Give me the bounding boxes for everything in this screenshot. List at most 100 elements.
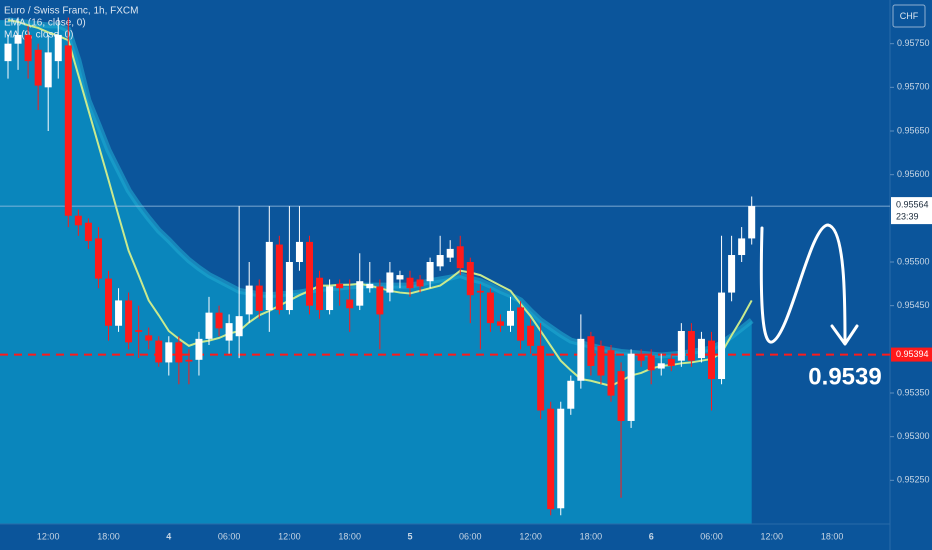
candle-body xyxy=(175,342,183,363)
candle-body xyxy=(667,358,675,366)
candle-body xyxy=(74,215,82,226)
candle-body xyxy=(195,338,203,360)
candle-body xyxy=(738,238,746,256)
candle-body xyxy=(24,34,32,62)
candle-body xyxy=(255,285,263,311)
candle-body xyxy=(225,323,233,341)
candle-body xyxy=(14,34,22,44)
candle-body xyxy=(627,353,635,421)
candle-body xyxy=(4,43,12,62)
candle-body xyxy=(205,312,213,339)
candle-body xyxy=(326,286,334,311)
candle-body xyxy=(185,359,193,362)
x-tick-label: 18:00 xyxy=(821,531,844,541)
candle-body xyxy=(728,255,736,293)
x-tick-label: 6 xyxy=(649,531,654,541)
candle-body xyxy=(54,34,62,62)
candle-body xyxy=(697,338,705,359)
hand-drawn-arrow xyxy=(759,223,847,344)
candle-body xyxy=(34,49,42,86)
candle-body xyxy=(115,300,123,326)
candle-body xyxy=(617,371,625,421)
candle-body xyxy=(64,45,72,216)
y-tick-label: 0.95650 xyxy=(897,125,930,135)
candle-body xyxy=(607,350,615,396)
y-tick-label: 0.95250 xyxy=(897,475,930,485)
y-tick-label: 0.95700 xyxy=(897,82,930,92)
x-tick-label: 06:00 xyxy=(700,531,723,541)
candle-body xyxy=(295,241,303,262)
candle-body xyxy=(145,335,153,341)
y-tick-label: 0.95300 xyxy=(897,431,930,441)
currency-label[interactable]: CHF xyxy=(900,11,919,21)
candle-body xyxy=(456,246,464,269)
y-tick-label: 0.95350 xyxy=(897,387,930,397)
candle-body xyxy=(567,380,575,409)
x-tick-label: 18:00 xyxy=(580,531,603,541)
candle-body xyxy=(84,222,92,242)
candle-body xyxy=(265,241,273,311)
candle-body xyxy=(587,336,595,366)
x-tick-label: 06:00 xyxy=(218,531,241,541)
candle-body xyxy=(336,283,344,289)
candle-body xyxy=(94,238,102,279)
candle-body xyxy=(376,286,384,315)
currency-button[interactable] xyxy=(892,4,926,28)
candle-body xyxy=(275,244,283,311)
candle-body xyxy=(677,330,685,361)
level-box xyxy=(891,347,932,362)
candle-body xyxy=(44,52,52,88)
arrow-head xyxy=(830,324,859,346)
last-price-box xyxy=(891,197,932,225)
y-tick-label: 0.95450 xyxy=(897,300,930,310)
last-price-label: 0.95564 xyxy=(896,199,929,209)
candle-body xyxy=(436,255,444,267)
x-tick-label: 12:00 xyxy=(761,531,784,541)
x-tick-label: 4 xyxy=(166,531,171,541)
candle-body xyxy=(466,262,474,296)
candle-body xyxy=(155,340,163,363)
candle-body xyxy=(687,330,695,361)
y-tick-label: 0.95500 xyxy=(897,256,930,266)
x-tick-label: 12:00 xyxy=(37,531,60,541)
candle-body xyxy=(517,307,525,341)
candle-body xyxy=(708,340,715,380)
candle-body xyxy=(235,316,243,337)
candle-body xyxy=(215,312,223,329)
candle-body xyxy=(476,290,484,293)
candle-body xyxy=(577,338,585,381)
candle-body xyxy=(748,206,756,239)
candle-body xyxy=(657,363,665,369)
countdown: 23:39 xyxy=(896,211,919,221)
candle-body xyxy=(507,310,514,326)
candle-body xyxy=(718,292,726,380)
x-tick-label: 18:00 xyxy=(338,531,361,541)
y-tick-label: 0.95600 xyxy=(897,169,930,179)
candle-body xyxy=(356,281,364,306)
candle-body xyxy=(537,345,545,411)
candle-body xyxy=(105,278,112,326)
candle-body xyxy=(647,355,655,371)
candle-body xyxy=(285,262,293,311)
x-tick-label: 18:00 xyxy=(97,531,120,541)
x-tick-label: 12:00 xyxy=(278,531,301,541)
candle-body xyxy=(547,408,555,510)
candle-body xyxy=(386,272,394,293)
candle-body xyxy=(416,279,424,287)
x-tick-label: 06:00 xyxy=(459,531,482,541)
annotation: 0.9539 xyxy=(808,363,881,390)
candle-body xyxy=(406,277,414,289)
x-tick-label: 12:00 xyxy=(519,531,542,541)
legend-ema: EMA (16, close, 0) xyxy=(4,18,86,29)
candle-body xyxy=(637,353,645,361)
candle-body xyxy=(165,342,173,363)
candle-body xyxy=(366,283,374,289)
legend-ma: MA (9, close, 0) xyxy=(4,30,73,41)
candle-body xyxy=(125,300,133,343)
level-label: 0.95394 xyxy=(896,349,929,359)
candle-body xyxy=(306,241,313,306)
candle-body xyxy=(446,248,454,258)
y-tick-label: 0.95750 xyxy=(897,38,930,48)
